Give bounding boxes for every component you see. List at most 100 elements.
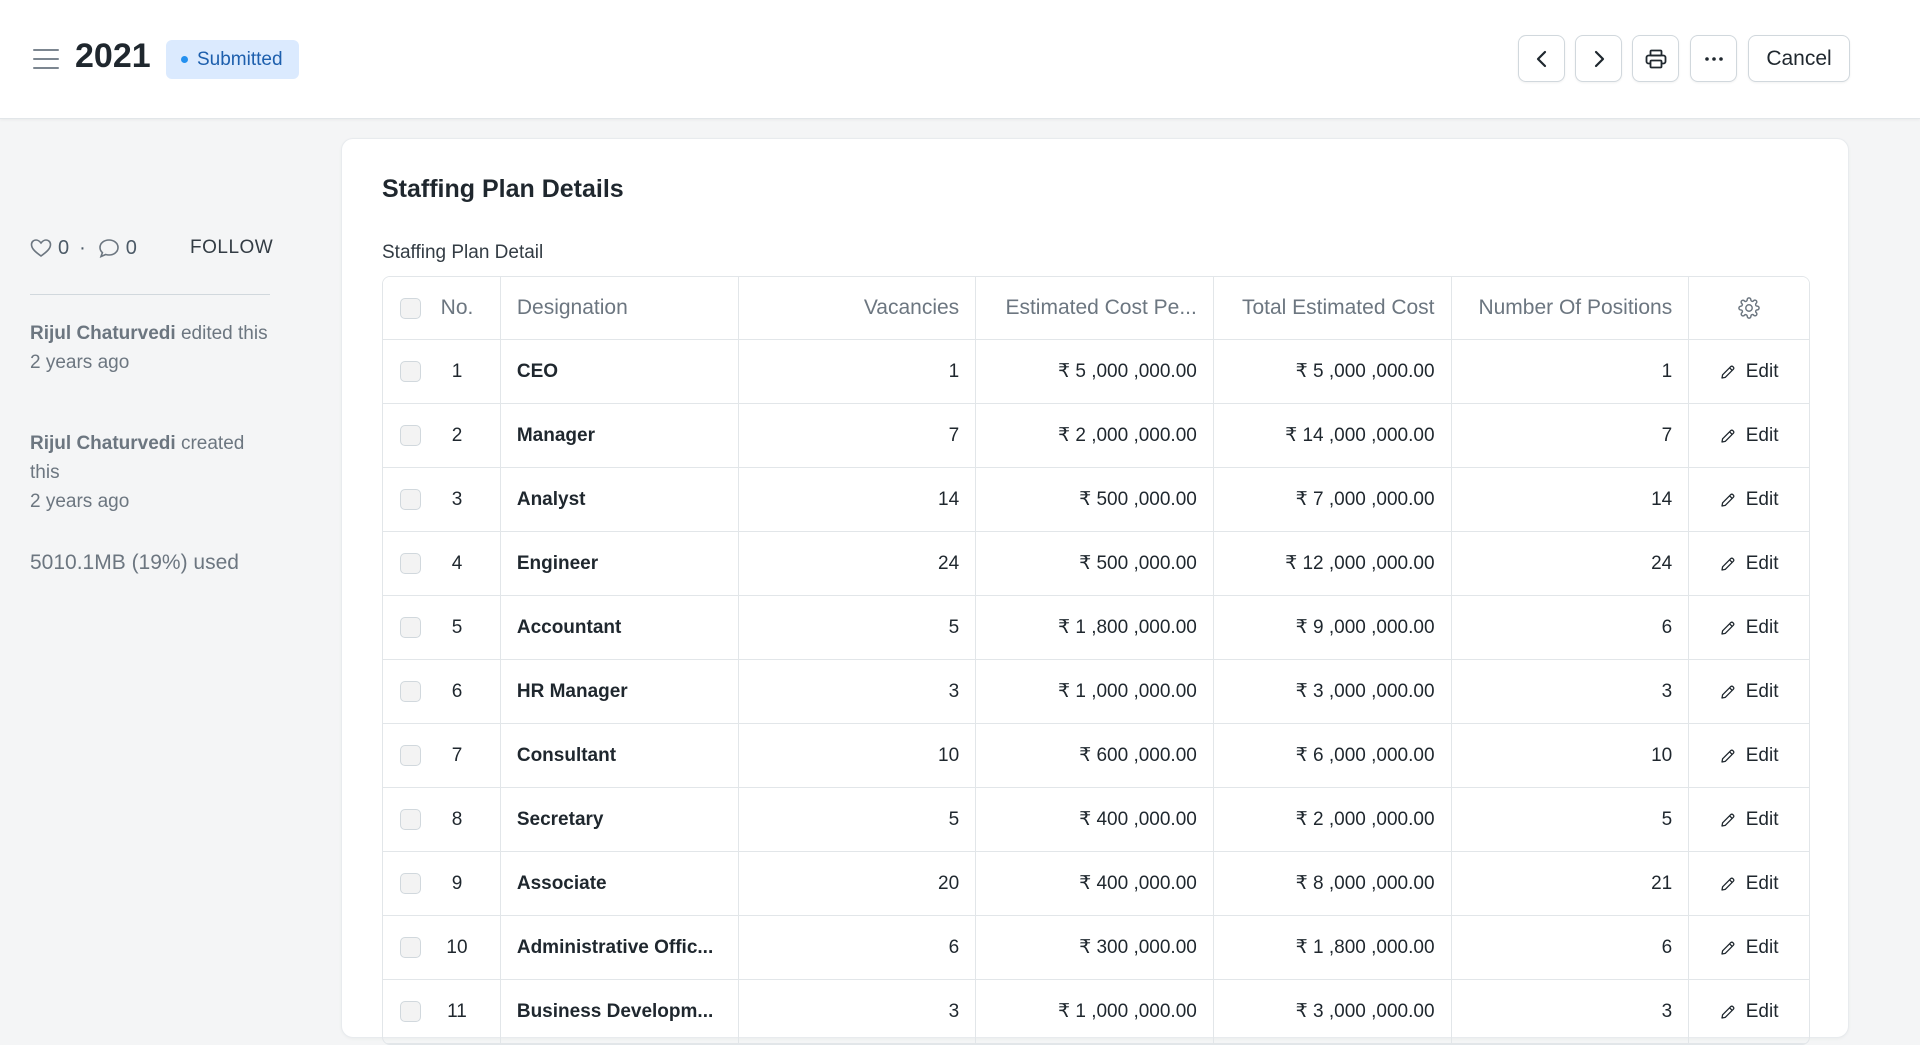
- designation-cell[interactable]: HR Manager: [501, 660, 739, 723]
- vacancies-cell[interactable]: 14: [739, 468, 977, 531]
- edit-row-button[interactable]: Edit: [1720, 617, 1778, 639]
- activity-user[interactable]: Rijul Chaturvedi: [30, 433, 176, 454]
- positions-cell[interactable]: 5: [1452, 788, 1690, 851]
- total-cost-cell[interactable]: ₹ 12 ,000 ,000.00: [1214, 532, 1452, 595]
- total-cost-cell[interactable]: ₹ 8 ,000 ,000.00: [1214, 852, 1452, 915]
- column-header-designation[interactable]: Designation: [501, 277, 739, 339]
- total-cost-cell[interactable]: ₹ 3 ,000 ,000.00: [1214, 980, 1452, 1043]
- vacancies-cell[interactable]: 3: [739, 660, 977, 723]
- positions-cell[interactable]: 3: [1452, 980, 1690, 1043]
- estimated-cost-cell[interactable]: ₹ 400 ,000.00: [976, 788, 1214, 851]
- vacancies-cell[interactable]: 3: [739, 980, 977, 1043]
- total-cost-cell[interactable]: ₹ 2 ,000 ,000.00: [1214, 788, 1452, 851]
- positions-cell[interactable]: 14: [1452, 468, 1690, 531]
- activity-user[interactable]: Rijul Chaturvedi: [30, 323, 176, 344]
- table-row[interactable]: 10 Administrative Offic... 6 ₹ 300 ,000.00 ₹…: [383, 916, 1809, 980]
- table-row[interactable]: 4 Engineer 24 ₹ 500 ,000.00 ₹ 12 ,000 ,000.0…: [383, 532, 1809, 596]
- follow-button[interactable]: FOLLOW: [190, 237, 274, 258]
- next-button[interactable]: [1575, 35, 1622, 82]
- edit-row-button[interactable]: Edit: [1720, 361, 1778, 383]
- row-checkbox[interactable]: [400, 745, 421, 766]
- row-checkbox[interactable]: [400, 361, 421, 382]
- designation-cell[interactable]: Manager: [501, 404, 739, 467]
- edit-row-button[interactable]: Edit: [1720, 873, 1778, 895]
- positions-cell[interactable]: 1: [1452, 340, 1690, 403]
- cancel-button[interactable]: Cancel: [1748, 35, 1850, 82]
- total-cost-cell[interactable]: ₹ 5 ,000 ,000.00: [1214, 340, 1452, 403]
- estimated-cost-cell[interactable]: ₹ 1 ,800 ,000.00: [976, 596, 1214, 659]
- table-row[interactable]: 1 CEO 1 ₹ 5 ,000 ,000.00 ₹ 5 ,000 ,000.00 1 Ed…: [383, 340, 1809, 404]
- designation-cell[interactable]: Business Developm...: [501, 980, 739, 1043]
- gear-icon[interactable]: [1738, 297, 1760, 319]
- column-header-total-cost[interactable]: Total Estimated Cost: [1214, 277, 1452, 339]
- edit-row-button[interactable]: Edit: [1720, 809, 1778, 831]
- estimated-cost-cell[interactable]: ₹ 1 ,000 ,000.00: [976, 980, 1214, 1043]
- vacancies-cell[interactable]: 24: [739, 532, 977, 595]
- estimated-cost-cell[interactable]: ₹ 300 ,000.00: [976, 916, 1214, 979]
- row-checkbox[interactable]: [400, 1001, 421, 1022]
- positions-cell[interactable]: 6: [1452, 596, 1690, 659]
- positions-cell[interactable]: 10: [1452, 724, 1690, 787]
- designation-cell[interactable]: Associate: [501, 852, 739, 915]
- vacancies-cell[interactable]: 7: [739, 404, 977, 467]
- total-cost-cell[interactable]: ₹ 14 ,000 ,000.00: [1214, 404, 1452, 467]
- table-row[interactable]: 3 Analyst 14 ₹ 500 ,000.00 ₹ 7 ,000 ,000.00 1…: [383, 468, 1809, 532]
- positions-cell[interactable]: 21: [1452, 852, 1690, 915]
- positions-cell[interactable]: 24: [1452, 532, 1690, 595]
- table-row[interactable]: 6 HR Manager 3 ₹ 1 ,000 ,000.00 ₹ 3 ,000 ,00…: [383, 660, 1809, 724]
- select-all-checkbox[interactable]: [400, 297, 421, 319]
- edit-row-button[interactable]: Edit: [1720, 1001, 1778, 1023]
- previous-button[interactable]: [1518, 35, 1565, 82]
- designation-cell[interactable]: Secretary: [501, 788, 739, 851]
- vacancies-cell[interactable]: 10: [739, 724, 977, 787]
- estimated-cost-cell[interactable]: ₹ 5 ,000 ,000.00: [976, 340, 1214, 403]
- positions-cell[interactable]: 3: [1452, 660, 1690, 723]
- table-row[interactable]: 8 Secretary 5 ₹ 400 ,000.00 ₹ 2 ,000 ,000.00…: [383, 788, 1809, 852]
- column-header-positions[interactable]: Number Of Positions: [1452, 277, 1690, 339]
- vacancies-cell[interactable]: 5: [739, 788, 977, 851]
- edit-row-button[interactable]: Edit: [1720, 553, 1778, 575]
- vacancies-cell[interactable]: 5: [739, 596, 977, 659]
- edit-row-button[interactable]: Edit: [1720, 937, 1778, 959]
- row-checkbox[interactable]: [400, 489, 421, 510]
- vacancies-cell[interactable]: 20: [739, 852, 977, 915]
- row-checkbox[interactable]: [400, 425, 421, 446]
- row-checkbox[interactable]: [400, 681, 421, 702]
- estimated-cost-cell[interactable]: ₹ 500 ,000.00: [976, 532, 1214, 595]
- row-checkbox[interactable]: [400, 617, 421, 638]
- table-row[interactable]: 7 Consultant 10 ₹ 600 ,000.00 ₹ 6 ,000 ,000.…: [383, 724, 1809, 788]
- table-row[interactable]: 9 Associate 20 ₹ 400 ,000.00 ₹ 8 ,000 ,000.0…: [383, 852, 1809, 916]
- row-checkbox[interactable]: [400, 937, 421, 958]
- table-row[interactable]: 11 Business Developm... 3 ₹ 1 ,000 ,000.00 ₹…: [383, 980, 1809, 1044]
- edit-row-button[interactable]: Edit: [1720, 489, 1778, 511]
- positions-cell[interactable]: 7: [1452, 404, 1690, 467]
- designation-cell[interactable]: Consultant: [501, 724, 739, 787]
- row-checkbox[interactable]: [400, 553, 421, 574]
- estimated-cost-cell[interactable]: ₹ 600 ,000.00: [976, 724, 1214, 787]
- designation-cell[interactable]: Accountant: [501, 596, 739, 659]
- estimated-cost-cell[interactable]: ₹ 500 ,000.00: [976, 468, 1214, 531]
- total-cost-cell[interactable]: ₹ 9 ,000 ,000.00: [1214, 596, 1452, 659]
- more-actions-button[interactable]: [1690, 35, 1737, 82]
- row-checkbox[interactable]: [400, 873, 421, 894]
- total-cost-cell[interactable]: ₹ 1 ,800 ,000.00: [1214, 916, 1452, 979]
- designation-cell[interactable]: Engineer: [501, 532, 739, 595]
- vacancies-cell[interactable]: 1: [739, 340, 977, 403]
- edit-row-button[interactable]: Edit: [1720, 681, 1778, 703]
- menu-icon[interactable]: [33, 49, 59, 69]
- total-cost-cell[interactable]: ₹ 7 ,000 ,000.00: [1214, 468, 1452, 531]
- table-row[interactable]: 2 Manager 7 ₹ 2 ,000 ,000.00 ₹ 14 ,000 ,000.…: [383, 404, 1809, 468]
- estimated-cost-cell[interactable]: ₹ 2 ,000 ,000.00: [976, 404, 1214, 467]
- total-cost-cell[interactable]: ₹ 6 ,000 ,000.00: [1214, 724, 1452, 787]
- heart-icon[interactable]: [30, 238, 52, 258]
- print-button[interactable]: [1632, 35, 1679, 82]
- edit-row-button[interactable]: Edit: [1720, 745, 1778, 767]
- designation-cell[interactable]: CEO: [501, 340, 739, 403]
- vacancies-cell[interactable]: 6: [739, 916, 977, 979]
- designation-cell[interactable]: Administrative Offic...: [501, 916, 739, 979]
- designation-cell[interactable]: Analyst: [501, 468, 739, 531]
- table-row[interactable]: 5 Accountant 5 ₹ 1 ,800 ,000.00 ₹ 9 ,000 ,00…: [383, 596, 1809, 660]
- column-header-vacancies[interactable]: Vacancies: [739, 277, 977, 339]
- comment-icon[interactable]: [98, 238, 120, 258]
- row-checkbox[interactable]: [400, 809, 421, 830]
